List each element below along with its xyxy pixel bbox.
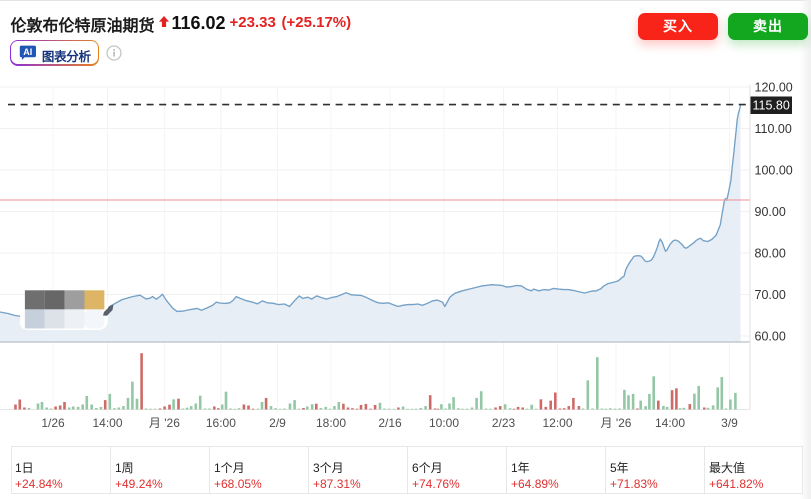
svg-text:2/9: 2/9 <box>269 416 286 430</box>
svg-text:120.00: 120.00 <box>755 80 793 94</box>
svg-text:14:00: 14:00 <box>655 416 685 430</box>
svg-text:18:00: 18:00 <box>316 416 346 430</box>
svg-text:100.00: 100.00 <box>755 163 793 177</box>
svg-text:2/23: 2/23 <box>492 416 516 430</box>
svg-text:2/16: 2/16 <box>378 416 402 430</box>
svg-text:3/9: 3/9 <box>721 416 738 430</box>
svg-text:10:00: 10:00 <box>429 416 459 430</box>
svg-text:月 '26: 月 '26 <box>149 416 180 430</box>
svg-text:115.80: 115.80 <box>753 99 790 113</box>
svg-text:60.00: 60.00 <box>755 329 786 343</box>
svg-text:1/26: 1/26 <box>41 416 65 430</box>
svg-text:80.00: 80.00 <box>755 246 786 260</box>
svg-text:16:00: 16:00 <box>206 416 236 430</box>
svg-text:月 '26: 月 '26 <box>601 416 632 430</box>
svg-text:90.00: 90.00 <box>755 205 786 219</box>
svg-text:110.00: 110.00 <box>755 122 792 136</box>
svg-text:14:00: 14:00 <box>92 416 122 430</box>
svg-text:12:00: 12:00 <box>542 416 572 430</box>
svg-text:70.00: 70.00 <box>755 288 786 302</box>
svg-text:AI: AI <box>23 47 32 57</box>
